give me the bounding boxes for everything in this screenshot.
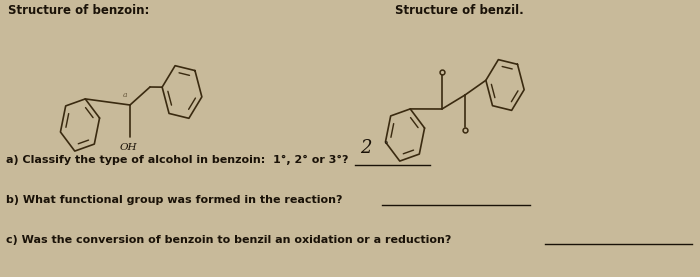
Text: a) Classify the type of alcohol in benzoin:  1°, 2° or 3°?: a) Classify the type of alcohol in benzo… (6, 155, 349, 165)
Text: 2: 2 (360, 139, 372, 157)
Text: Structure of benzil.: Structure of benzil. (395, 4, 524, 17)
Text: b) What functional group was formed in the reaction?: b) What functional group was formed in t… (6, 195, 342, 205)
Text: OH: OH (119, 143, 136, 152)
Text: c) Was the conversion of benzoin to benzil an oxidation or a reduction?: c) Was the conversion of benzoin to benz… (6, 235, 452, 245)
Text: Structure of benzoin:: Structure of benzoin: (8, 4, 149, 17)
Text: a: a (122, 91, 127, 99)
Text: °: ° (383, 141, 388, 150)
